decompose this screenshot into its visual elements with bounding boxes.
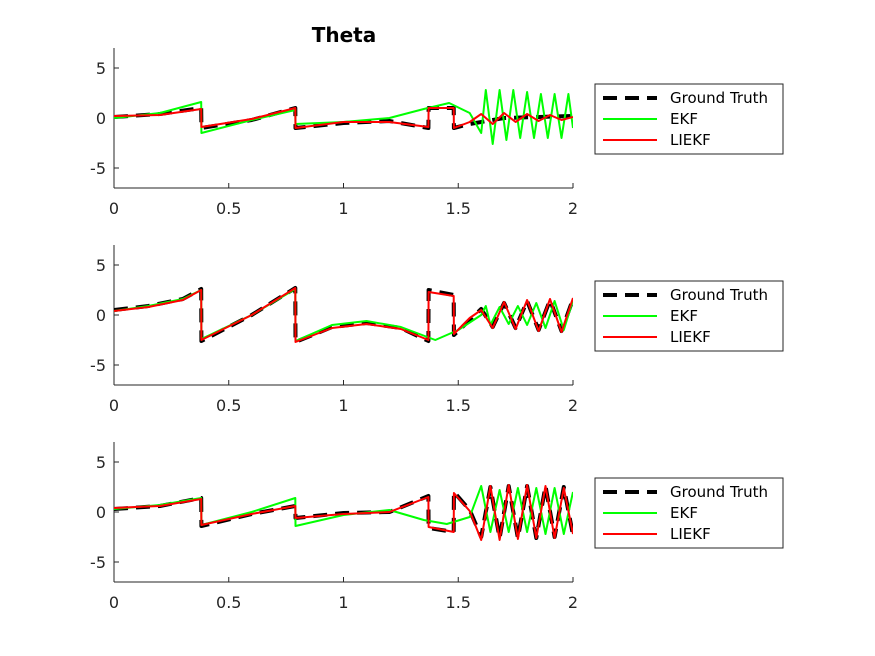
series-ekf-line bbox=[114, 485, 573, 535]
y-tick-label: -5 bbox=[90, 159, 106, 178]
legend-label-ekf: EKF bbox=[670, 307, 698, 325]
series-liekf-line bbox=[114, 107, 573, 129]
y-tick-label: -5 bbox=[90, 553, 106, 572]
legend-label-liekf: LIEKF bbox=[670, 525, 711, 543]
legend-label-liekf: LIEKF bbox=[670, 131, 711, 149]
chart-title: Theta bbox=[312, 23, 377, 47]
legend-label-ground-truth: Ground Truth bbox=[670, 286, 768, 304]
x-tick-label: 1 bbox=[338, 199, 348, 218]
x-tick-label: 0.5 bbox=[216, 396, 241, 415]
series-liekf-line bbox=[114, 287, 573, 343]
series-group bbox=[114, 89, 573, 145]
y-tick-label: 0 bbox=[96, 306, 106, 325]
legend-label-liekf: LIEKF bbox=[670, 328, 711, 346]
series-ekf-line bbox=[114, 89, 573, 145]
y-tick-label: 5 bbox=[96, 453, 106, 472]
legend: Ground Truth EKF LIEKF bbox=[594, 280, 784, 352]
series-liekf-line bbox=[114, 484, 573, 541]
legend-label-ground-truth: Ground Truth bbox=[670, 483, 768, 501]
legend-label-ekf: EKF bbox=[670, 504, 698, 522]
x-tick-label: 2 bbox=[568, 396, 578, 415]
x-tick-label: 0 bbox=[109, 396, 119, 415]
x-tick-label: 1.5 bbox=[446, 593, 471, 612]
series-group bbox=[114, 286, 573, 344]
legend-label-ground-truth: Ground Truth bbox=[670, 89, 768, 107]
y-tick-label: 0 bbox=[96, 503, 106, 522]
x-tick-label: 2 bbox=[568, 593, 578, 612]
x-tick-label: 1 bbox=[338, 593, 348, 612]
y-tick-label: 5 bbox=[96, 256, 106, 275]
y-tick-label: -5 bbox=[90, 356, 106, 375]
series-group bbox=[114, 484, 573, 541]
x-tick-label: 0 bbox=[109, 199, 119, 218]
legend: Ground Truth EKF LIEKF bbox=[594, 83, 784, 155]
series-ground-truth-line bbox=[114, 286, 573, 344]
x-tick-label: 0.5 bbox=[216, 593, 241, 612]
legend: Ground Truth EKF LIEKF bbox=[594, 477, 784, 549]
legend-label-ekf: EKF bbox=[670, 110, 698, 128]
x-tick-label: 1.5 bbox=[446, 396, 471, 415]
x-tick-label: 0.5 bbox=[216, 199, 241, 218]
subplot-2: 0 0.5 1 1.5 2 -5 0 5 Ground Truth EKF LIEKF bbox=[90, 245, 784, 415]
x-tick-label: 0 bbox=[109, 593, 119, 612]
y-tick-label: 5 bbox=[96, 59, 106, 78]
subplot-3: 0 0.5 1 1.5 2 -5 0 5 Ground Truth EKF LIEKF bbox=[90, 442, 784, 612]
y-tick-label: 0 bbox=[96, 109, 106, 128]
plots-container: 0 0.5 1 1.5 2 -5 0 5 Ground Truth EKF LIEKF 0 0.5 1 1.… bbox=[90, 48, 784, 612]
x-tick-label: 1 bbox=[338, 396, 348, 415]
subplot-1: 0 0.5 1 1.5 2 -5 0 5 Ground Truth EKF LIEKF bbox=[90, 48, 784, 218]
x-tick-label: 2 bbox=[568, 199, 578, 218]
x-tick-label: 1.5 bbox=[446, 199, 471, 218]
